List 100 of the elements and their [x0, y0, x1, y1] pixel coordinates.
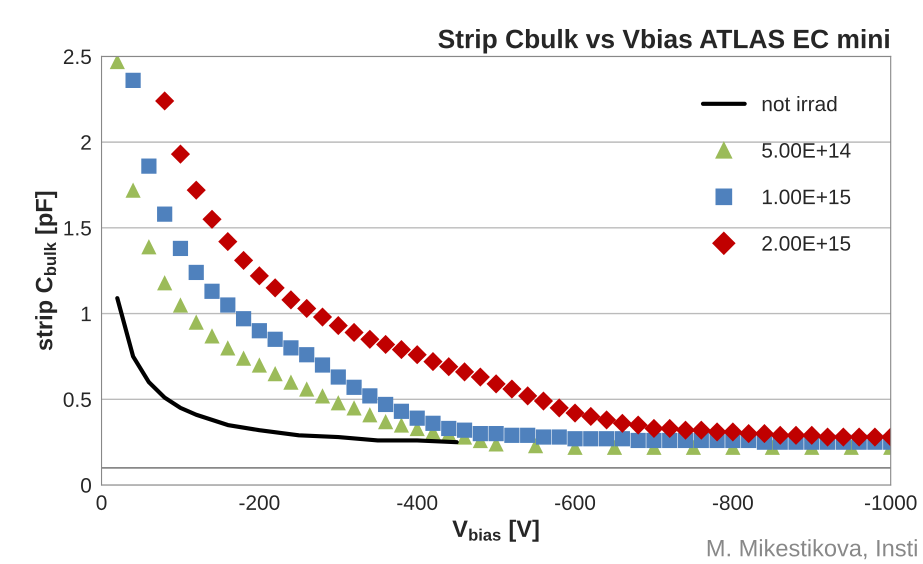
point: [281, 290, 300, 310]
point: [283, 374, 299, 390]
point: [234, 250, 254, 270]
point: [297, 298, 316, 318]
legend-label: 5.00E+14: [762, 143, 851, 158]
x-tick-label: -200: [239, 495, 280, 510]
point: [236, 311, 252, 326]
point: [204, 284, 220, 299]
y-tick-label: 2: [81, 135, 91, 150]
y-tick-label: 1: [82, 306, 91, 322]
point: [266, 278, 285, 298]
point: [770, 426, 790, 445]
point: [394, 404, 410, 419]
x-axis-title: V$_{bias}$ [V]: [452, 520, 539, 542]
point: [567, 431, 583, 446]
text: M. Mikestikova, Insti: [708, 539, 917, 560]
legend-label: 2.00E+15: [762, 236, 850, 251]
point: [536, 429, 552, 445]
point: [612, 414, 632, 433]
point: [834, 427, 853, 447]
point: [786, 426, 806, 445]
point: [172, 240, 188, 256]
point: [597, 410, 616, 430]
point: [362, 388, 378, 404]
y-tick-label: 0: [81, 478, 91, 493]
legend-label: not irrad: [762, 96, 836, 112]
legend-label: 1.00E+15: [762, 190, 850, 204]
point: [504, 428, 520, 443]
point: [330, 369, 346, 385]
point: [802, 426, 822, 445]
point: [818, 427, 838, 447]
point: [628, 415, 648, 435]
point: [754, 424, 774, 444]
y-tick-label: 0.5: [64, 392, 91, 408]
point: [188, 314, 204, 330]
point: [630, 432, 646, 448]
point: [360, 330, 380, 349]
point: [344, 322, 364, 342]
point: [141, 239, 156, 254]
point: [423, 352, 443, 372]
point: [502, 379, 522, 399]
point: [520, 428, 536, 443]
point: [157, 206, 172, 222]
point: [141, 158, 156, 174]
point: [376, 334, 396, 354]
x-tick-label: -600: [555, 495, 596, 510]
point: [202, 210, 222, 229]
point: [470, 367, 490, 387]
point: [378, 414, 394, 430]
point: [565, 403, 585, 423]
point: [236, 350, 252, 366]
x-tick-label: -400: [397, 495, 438, 510]
point: [723, 422, 742, 442]
point: [598, 431, 614, 446]
point: [330, 395, 346, 410]
point: [218, 232, 238, 252]
point: [488, 426, 504, 442]
point: [314, 357, 330, 373]
point: [708, 422, 727, 442]
point: [850, 427, 869, 447]
point: [172, 297, 188, 313]
point: [268, 332, 283, 347]
point: [283, 340, 299, 356]
point: [170, 144, 190, 164]
point: [454, 362, 474, 382]
point: [518, 386, 538, 406]
point: [456, 422, 472, 438]
point: [394, 417, 410, 433]
point: [408, 345, 427, 364]
point: [583, 431, 598, 446]
point: [581, 406, 600, 426]
point: [188, 264, 204, 280]
point: [362, 407, 378, 422]
point: [614, 431, 630, 446]
point: [328, 316, 348, 336]
point: [425, 416, 441, 431]
point: [378, 396, 394, 412]
point: [346, 400, 362, 416]
y-tick-label: 1.5: [64, 221, 91, 236]
point: [676, 420, 696, 440]
point: [441, 420, 456, 436]
point: [250, 266, 269, 286]
point: [268, 366, 283, 382]
x-tick-label: -1000: [864, 495, 917, 510]
point: [410, 410, 425, 426]
point: [157, 275, 172, 290]
point: [439, 357, 458, 376]
point: [204, 328, 220, 344]
point: [155, 91, 174, 111]
point: [220, 340, 236, 356]
chart-title: Strip Cbulk vs Vbias ATLAS EC mini: [438, 28, 889, 54]
point: [472, 426, 488, 442]
point: [550, 398, 569, 418]
point: [125, 72, 141, 88]
point: [299, 347, 314, 362]
point: [220, 297, 236, 313]
point: [252, 323, 267, 338]
point: [534, 391, 554, 411]
point: [299, 381, 314, 397]
point: [186, 180, 206, 200]
